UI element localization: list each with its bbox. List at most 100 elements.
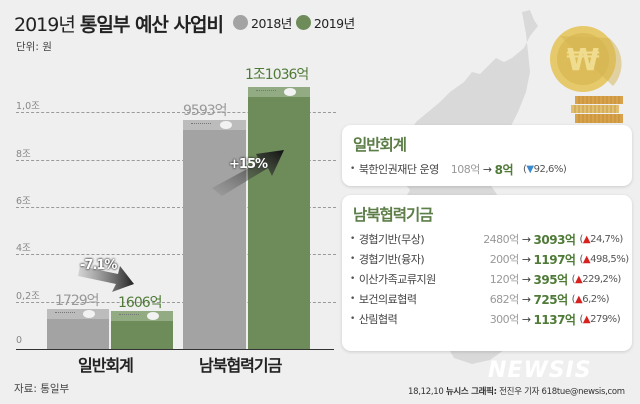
x-axis (16, 349, 334, 350)
panel-title: 일반회계 (353, 136, 407, 154)
list-item: • 이산가족교류지원 120억 → 395억 (▲229,2%) (342, 269, 632, 289)
item-name: 경협기반(융자) (358, 253, 425, 266)
value-2018: 2480억 (483, 233, 519, 246)
change: (▲229,2%) (571, 273, 622, 285)
item-name: 보건의료협력 (358, 293, 417, 306)
bar-decoration (220, 121, 232, 129)
bar-value-label: 1729억 (55, 293, 100, 309)
value-2018: 200억 (489, 253, 520, 266)
change: (▲24,7%) (579, 233, 623, 245)
item-name: 경협기반(무상) (358, 233, 425, 246)
value-2019: 1197억 (533, 252, 576, 267)
item-name: 북한인권재단 운영 (358, 163, 439, 176)
panel-title: 남북협력기금 (353, 206, 434, 224)
up-triangle-icon: ▲ (575, 293, 583, 305)
legend-item-2018: 2018년 (233, 13, 292, 32)
arrow-right-icon: → (521, 312, 531, 326)
bar-decoration (284, 88, 296, 96)
bar-decoration (119, 314, 139, 316)
newsis-watermark: NEWSIS (488, 358, 592, 383)
item-name: 산림협력 (358, 313, 398, 326)
change: (▲279%) (579, 313, 621, 325)
chart-title: 2019년 통일부 예산 사업비 (14, 10, 224, 37)
list-item: • 북한인권재단 운영 108억 → 8억 (▼92,6%) (342, 159, 632, 179)
list-item: • 경협기반(무상) 2480억 → 3093억 (▲24,7%) (342, 229, 632, 249)
bar-value-label: 1조1036억 (245, 67, 309, 83)
up-triangle-icon: ▲ (582, 313, 591, 325)
y-tick: 6조 (16, 196, 31, 207)
y-tick: 4조 (16, 243, 31, 254)
increase-arrow-icon (212, 150, 284, 196)
bullet: • (350, 234, 355, 244)
bar-cap (183, 120, 246, 130)
bar-decoration (55, 312, 75, 314)
legend-label: 2019년 (313, 16, 355, 31)
gridline (16, 160, 336, 161)
bar-fund-2019 (248, 87, 310, 349)
bar-fund-2018 (183, 120, 246, 349)
credit-line: 18,12,10 뉴시스 그래픽: 전진우 기자 618tue@newsis,c… (408, 387, 625, 397)
panel-general-account: 일반회계 • 북한인권재단 운영 108억 → 8억 (▼92,6%) (342, 125, 632, 186)
down-triangle-icon: ▼ (526, 163, 534, 175)
bar-cap (47, 309, 109, 319)
bullet: • (350, 164, 355, 174)
legend-dot-green-icon (295, 15, 311, 30)
arrow-right-icon: → (521, 292, 531, 306)
list-item: • 보건의료협력 682억 → 725억 (▲6,2%) (342, 289, 632, 309)
y-tick: 0,2조 (16, 291, 40, 302)
title-year: 2019년 (14, 14, 76, 36)
legend: 2018년 2019년 (233, 13, 359, 32)
bar-decoration (83, 310, 95, 318)
arrow-right-icon: → (521, 232, 531, 246)
up-triangle-icon: ▲ (582, 233, 591, 245)
bullet: • (350, 274, 355, 284)
arrow-right-icon: → (521, 272, 531, 286)
unit-label: 단위: 원 (16, 41, 52, 53)
arrow-right-icon: → (521, 252, 531, 266)
change: (▲6,2%) (571, 293, 610, 305)
bar-general-2018 (47, 309, 109, 349)
change-label: -7.1% (80, 258, 117, 273)
value-2019: 1137억 (533, 312, 576, 327)
gridline (16, 302, 336, 303)
value-2019: 8억 (494, 162, 514, 177)
category-label: 남북협력기금 (199, 356, 282, 375)
title-main: 통일부 예산 사업비 (79, 14, 224, 36)
change-label: +15% (229, 157, 268, 172)
won-coin-icon: ₩ (550, 26, 623, 123)
value-2018: 300억 (489, 313, 520, 326)
gridline (16, 207, 336, 208)
bar-chart: 1,0조 8조 6조 4조 0,2조 0 1729억 1606억 -7.1% 9… (0, 0, 340, 375)
bullet: • (350, 314, 355, 324)
gridline (16, 254, 336, 255)
value-2018: 682억 (489, 293, 520, 306)
value-2019: 395억 (533, 272, 569, 287)
legend-item-2019: 2019년 (295, 13, 355, 32)
bar-value-label: 9593억 (183, 103, 228, 119)
y-tick: 0 (16, 335, 23, 346)
arrow-right-icon: → (482, 162, 492, 176)
up-triangle-icon: ▲ (575, 273, 583, 285)
bar-decoration (147, 312, 159, 320)
value-2019: 725억 (533, 292, 569, 307)
category-label: 일반회계 (78, 356, 134, 375)
bar-cap (111, 311, 173, 321)
list-item: • 산림협력 300억 → 1137억 (▲279%) (342, 309, 632, 329)
panel-inter-korean-fund: 남북협력기금 • 경협기반(무상) 2480억 → 3093억 (▲24,7%) • 경협기반… (342, 195, 632, 351)
value-2019: 3093억 (533, 232, 576, 247)
y-tick: 1,0조 (16, 101, 40, 112)
bullet: • (350, 294, 355, 304)
change: (▼92,6%) (523, 163, 567, 175)
bullet: • (350, 254, 355, 264)
legend-label: 2018년 (251, 16, 292, 31)
bar-general-2019 (111, 311, 173, 349)
value-2018: 120억 (489, 273, 520, 286)
svg-text:₩: ₩ (566, 43, 599, 78)
change: (▲498,5%) (579, 253, 629, 265)
value-2018: 108억 (450, 163, 481, 176)
up-triangle-icon: ▲ (582, 253, 591, 265)
list-item: • 경협기반(융자) 200억 → 1197억 (▲498,5%) (342, 249, 632, 269)
source-label: 자료: 통일부 (14, 383, 70, 395)
gridline (16, 112, 336, 113)
bar-value-label: 1606억 (118, 295, 163, 311)
